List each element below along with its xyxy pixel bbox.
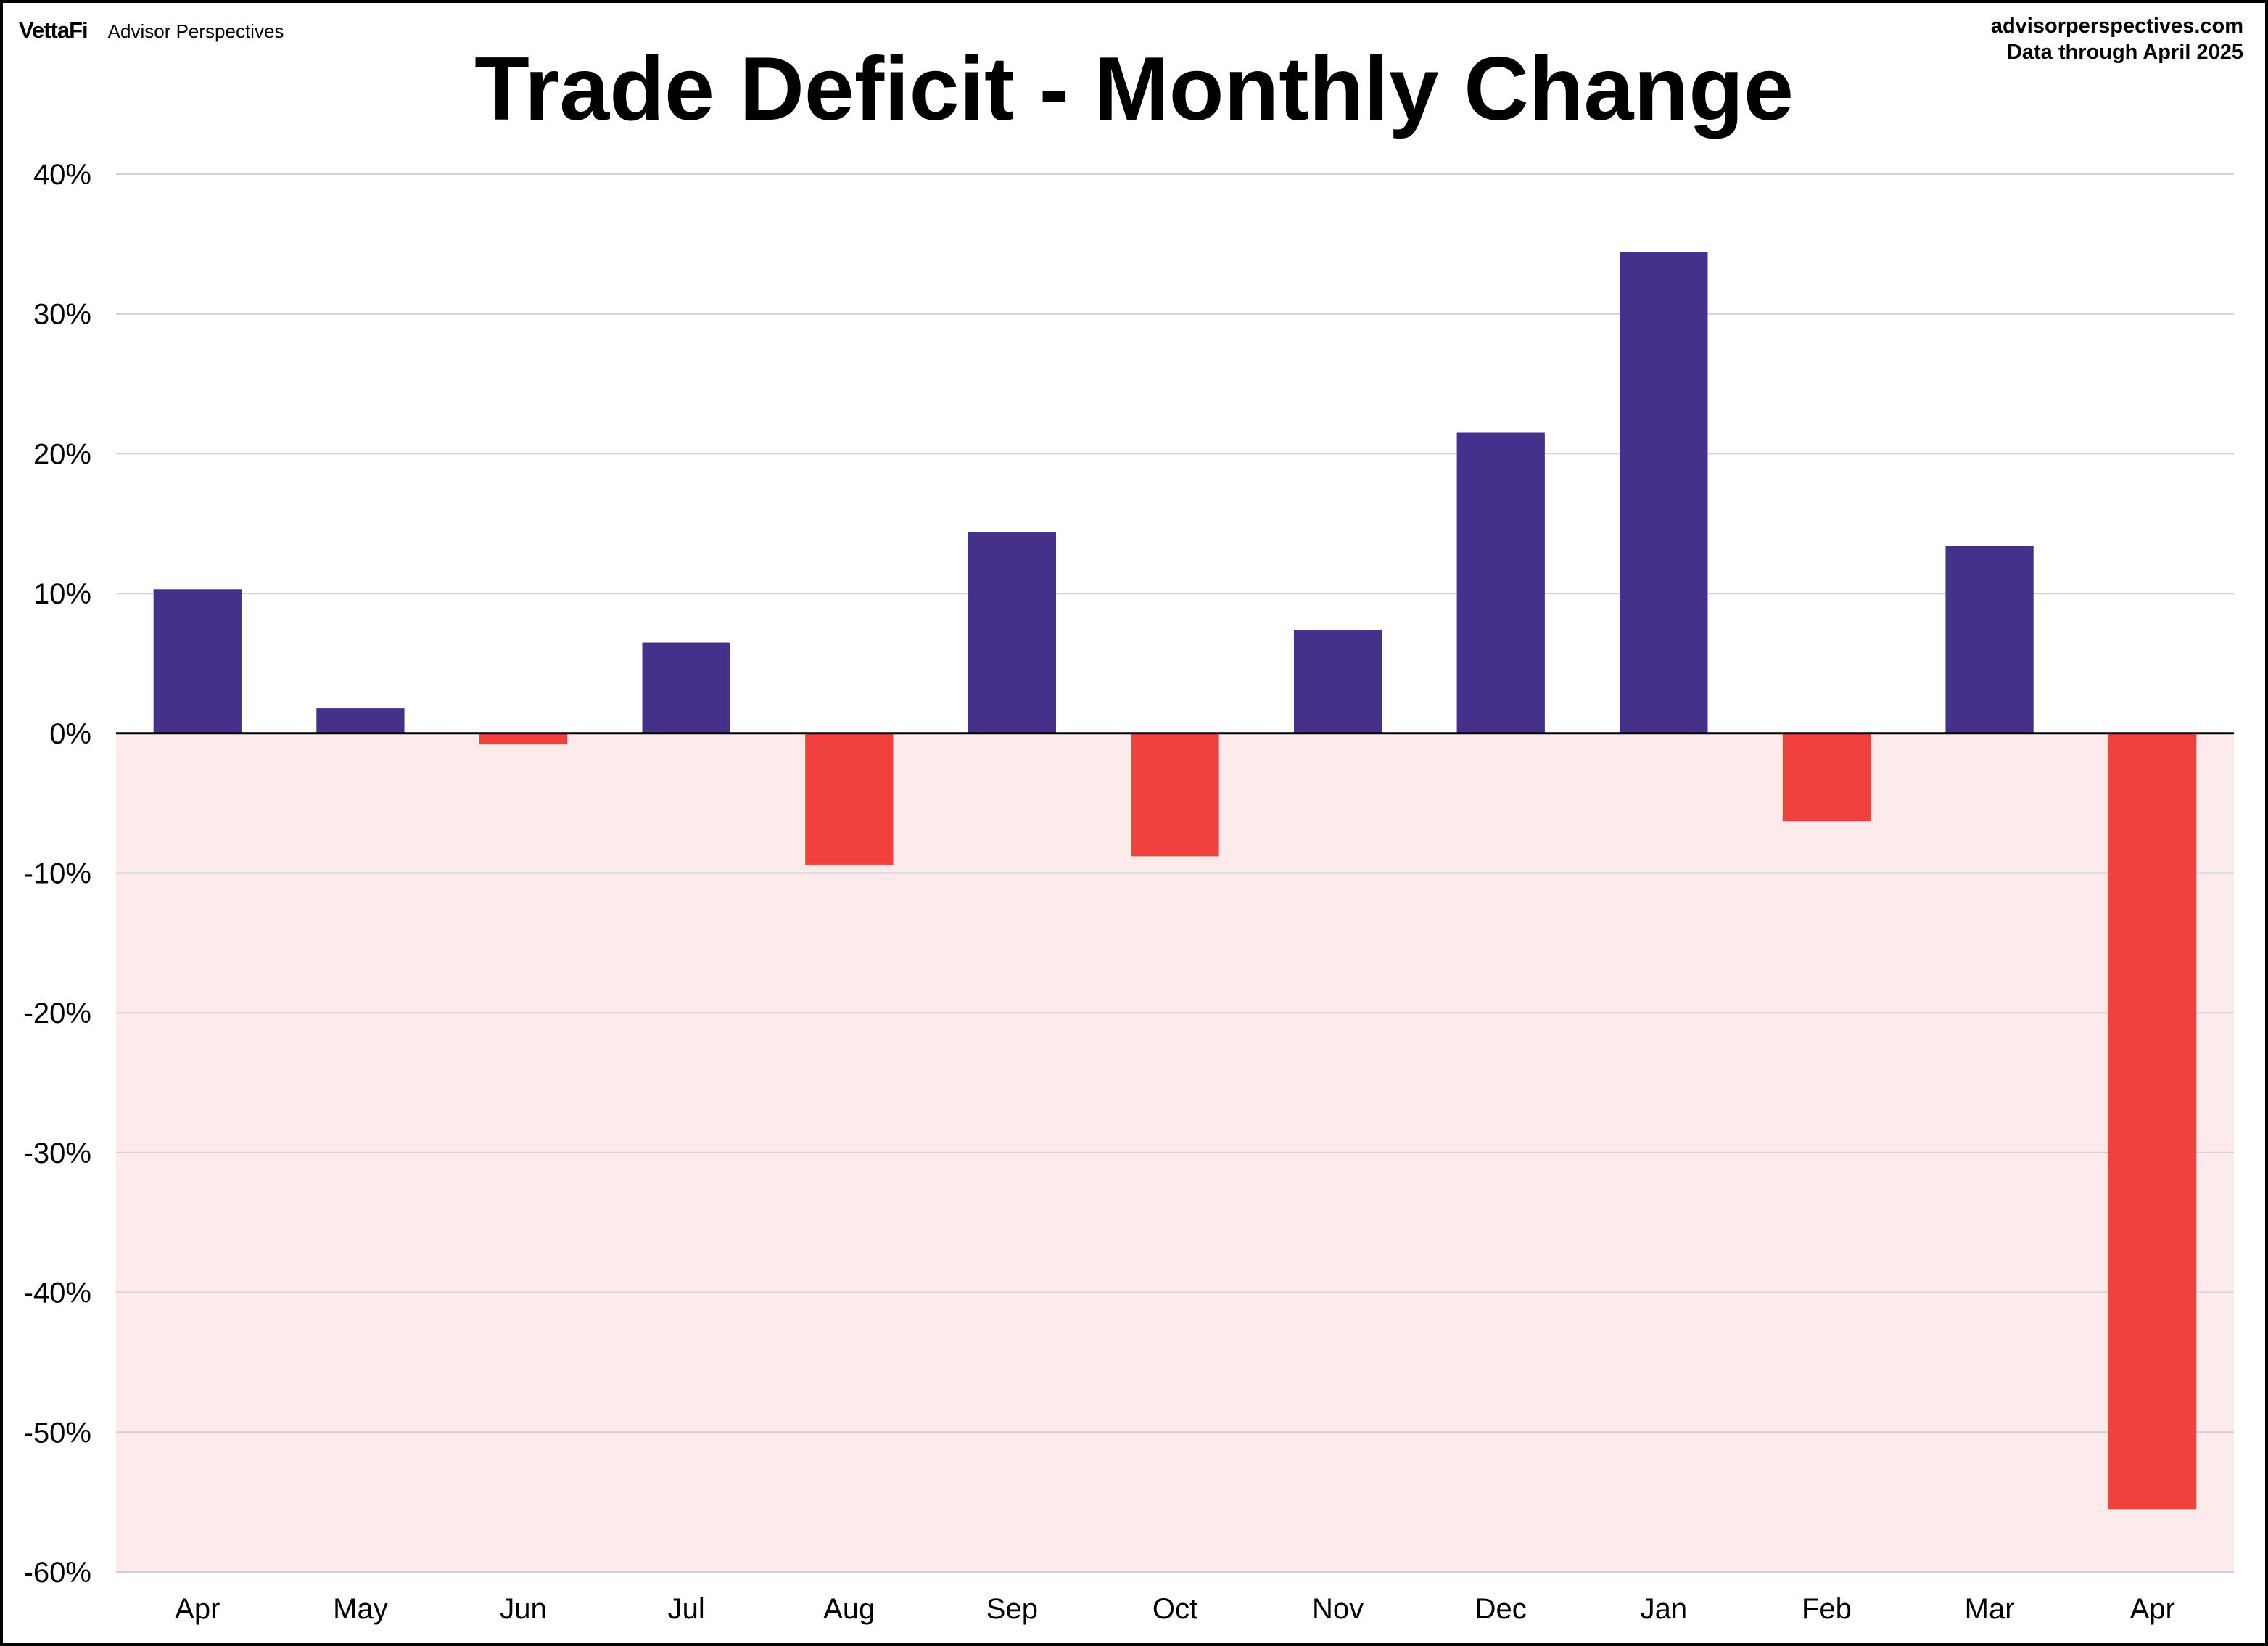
y-tick-label: 20%	[33, 438, 91, 470]
bar	[642, 642, 730, 733]
brand: VettaFi Advisor Perspectives	[19, 17, 284, 44]
bar	[1293, 630, 1382, 733]
x-tick-label: Nov	[1312, 1593, 1364, 1625]
y-tick-label: -60%	[24, 1557, 91, 1589]
bar	[1782, 733, 1871, 822]
x-tick-label: Mar	[1965, 1593, 2015, 1625]
y-tick-label: -40%	[24, 1277, 91, 1309]
y-tick-label: 10%	[33, 578, 91, 610]
x-tick-label: Jul	[668, 1593, 705, 1625]
bar	[2108, 733, 2197, 1510]
y-tick-label: -50%	[24, 1417, 91, 1449]
bar	[1456, 432, 1545, 733]
bar	[805, 733, 894, 865]
y-tick-label: 40%	[33, 159, 91, 191]
x-tick-label: May	[333, 1593, 388, 1625]
bar	[968, 532, 1057, 733]
bar	[1620, 252, 1708, 733]
source-block: advisorperspectives.com Data through Apr…	[1991, 13, 2243, 65]
y-tick-label: -30%	[24, 1137, 91, 1169]
y-tick-label: -10%	[24, 858, 91, 890]
y-tick-label: 0%	[49, 718, 91, 750]
bar	[479, 733, 568, 745]
y-tick-label: -20%	[24, 997, 91, 1029]
bar	[316, 708, 405, 733]
x-tick-label: Aug	[823, 1593, 875, 1625]
x-tick-label: Apr	[2130, 1593, 2175, 1625]
x-tick-label: Jan	[1641, 1593, 1688, 1625]
x-tick-label: Jun	[500, 1593, 547, 1625]
bar	[1945, 546, 2034, 733]
y-tick-label: 30%	[33, 299, 91, 331]
bar	[153, 589, 242, 733]
x-tick-label: Dec	[1475, 1593, 1527, 1625]
x-tick-label: Feb	[1802, 1593, 1852, 1625]
x-tick-label: Oct	[1152, 1593, 1197, 1625]
x-tick-label: Sep	[986, 1593, 1038, 1625]
brand-name: Advisor Perspectives	[107, 20, 284, 42]
source-url: advisorperspectives.com	[1990, 15, 2243, 38]
chart-title: Trade Deficit - Monthly Change	[474, 39, 1794, 139]
source-note: Data through April 2025	[2006, 41, 2243, 64]
bar	[1131, 733, 1219, 857]
vettafi-logo: VettaFi	[19, 17, 88, 43]
x-tick-label: Apr	[175, 1593, 220, 1625]
